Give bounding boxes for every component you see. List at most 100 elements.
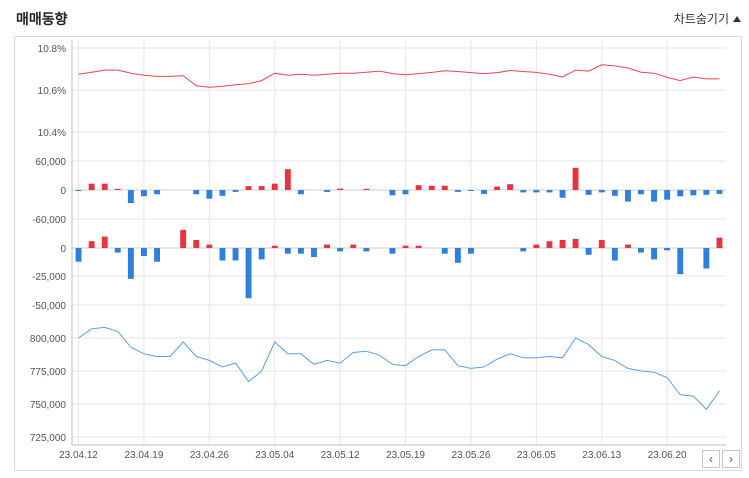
y-tick-label: 0: [60, 244, 66, 255]
bars2-bar: [271, 245, 278, 248]
bars1-bar: [611, 190, 618, 196]
x-tick-label: 23.06.20: [648, 450, 687, 461]
bars2-bar: [232, 248, 239, 261]
bars1-bar: [127, 190, 134, 204]
bars1-bar: [258, 186, 265, 190]
bars1-bar: [651, 190, 657, 202]
y-tick-label: 725,000: [30, 433, 67, 444]
hide-chart-toggle[interactable]: 차트숨기기: [674, 10, 741, 27]
bars2-bar: [389, 248, 396, 254]
bars2-bar: [572, 238, 579, 248]
bars2-bar: [677, 248, 684, 275]
section-title: 매매동향: [16, 11, 68, 27]
bars1-bar: [428, 185, 435, 190]
bars1-bar: [337, 188, 344, 190]
x-tick-label: 23.06.05: [517, 450, 556, 461]
hide-chart-label[interactable]: 차트숨기기: [673, 12, 729, 26]
y-tick-label: 0: [60, 186, 66, 197]
bars1-bar: [193, 190, 200, 195]
bars1-bar: [219, 190, 226, 196]
bars1-bar: [75, 190, 82, 191]
bars2-bar: [114, 248, 121, 253]
y-tick-label: -25,000: [32, 272, 66, 283]
bars2-bar: [245, 248, 252, 299]
y-tick-label: 60,000: [35, 157, 66, 168]
bars2-bar: [219, 248, 226, 261]
y-tick-label: 750,000: [30, 400, 67, 411]
bars1-bar: [114, 188, 121, 190]
bars1-bar: [324, 190, 330, 192]
bars1-bar: [88, 183, 95, 190]
chevron-right-icon[interactable]: ›: [722, 450, 740, 468]
bars1-bar: [507, 184, 514, 190]
bars1-bar: [245, 186, 252, 190]
bars1-bar: [454, 190, 461, 192]
bars2-bar: [468, 248, 474, 254]
bars1-bar: [677, 190, 684, 197]
bars2-bar: [664, 248, 671, 251]
bars2-bar: [454, 248, 461, 263]
bars1-bar: [494, 186, 501, 190]
bars1-bar: [638, 190, 644, 195]
header: 매매동향 차트숨기기: [0, 0, 749, 34]
bars1-bar: [585, 190, 592, 195]
bars2-bar: [101, 236, 108, 248]
bars2-bar: [311, 248, 317, 258]
bars2-bar: [88, 241, 95, 248]
x-tick-label: 23.04.26: [190, 450, 229, 461]
bars1-bar: [559, 190, 566, 198]
bars2-bar: [193, 240, 200, 248]
y-tick-label: 10.8%: [38, 44, 66, 55]
bars2-bar: [337, 248, 344, 252]
bars2-bar: [206, 244, 213, 248]
x-tick-label: 23.05.12: [321, 450, 360, 461]
bars2-bar: [598, 240, 605, 248]
x-tick-label: 23.04.12: [59, 450, 98, 461]
bars1-bar: [402, 190, 409, 195]
bars2-bar: [298, 248, 304, 254]
bars2-bar: [533, 244, 540, 248]
bars1-bar: [363, 188, 370, 190]
bars1-bar: [546, 190, 553, 193]
bars2-bar: [75, 248, 82, 262]
bars1-bar: [664, 190, 671, 200]
x-tick-label: 23.05.19: [386, 450, 425, 461]
bars1-bar: [533, 190, 540, 193]
bars1-bar: [206, 190, 213, 199]
bars2-bar: [363, 248, 370, 252]
bars1-bar: [520, 190, 527, 193]
y-tick-label: 800,000: [30, 334, 67, 345]
bars1-bar: [298, 190, 304, 195]
bars1-bar: [232, 190, 239, 192]
bars1-bar: [598, 190, 605, 193]
y-tick-label: 10.6%: [38, 86, 66, 97]
bars1-bar: [690, 190, 697, 196]
x-tick-label: 23.05.04: [255, 450, 294, 461]
x-tick-label: 23.06.13: [582, 450, 621, 461]
bars2-bar: [324, 244, 330, 248]
chevron-left-icon[interactable]: ‹: [702, 450, 720, 468]
bars2-bar: [258, 248, 265, 260]
bars1-bar: [101, 183, 108, 190]
bars1-bar: [271, 183, 278, 190]
bars1-bar: [389, 190, 396, 196]
bars2-bar: [546, 241, 553, 248]
bars2-bar: [559, 240, 566, 248]
bars1-bar: [284, 169, 291, 190]
bars2-bar: [127, 248, 134, 279]
bars1-bar: [154, 190, 160, 195]
bars2-bar: [703, 248, 710, 269]
bars2-bar: [716, 237, 723, 248]
bars2-bar: [611, 248, 618, 261]
bars2-bar: [441, 248, 448, 254]
bars1-bar: [572, 167, 579, 190]
y-tick-label: -50,000: [32, 301, 66, 312]
bars2-bar: [284, 248, 291, 254]
bars2-bar: [415, 245, 422, 248]
triangle-up-icon[interactable]: [733, 15, 741, 22]
bars1-bar: [703, 190, 710, 195]
x-tick-label: 23.04.19: [124, 450, 163, 461]
bars2-bar: [141, 248, 147, 256]
bars2-bar: [402, 245, 409, 248]
